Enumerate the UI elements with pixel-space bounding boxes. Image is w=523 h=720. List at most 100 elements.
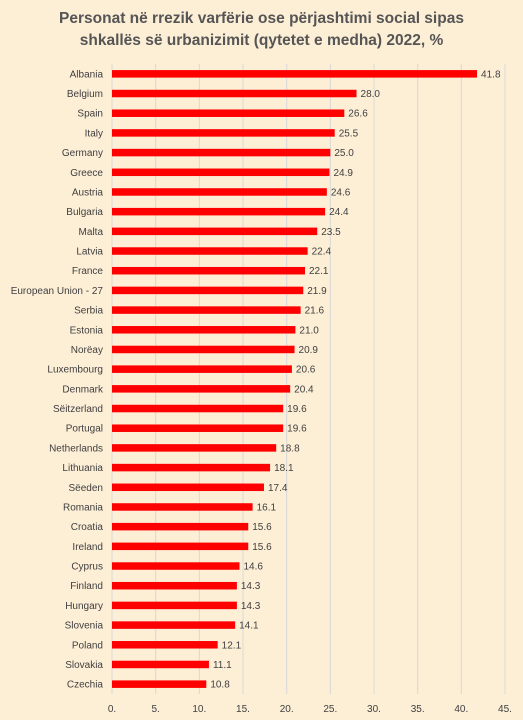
bar [112,345,295,354]
value-label: 24.9 [333,168,353,179]
value-label: 24.4 [329,207,349,218]
bar [112,463,271,472]
value-label: 20.4 [294,384,314,395]
bar [112,404,284,413]
category-label: France [72,266,104,277]
value-label: 25.0 [334,148,354,159]
bar [112,148,331,157]
bar [112,365,292,373]
category-label: Croatia [71,522,104,533]
bar [112,680,207,688]
category-label: Slovakia [65,660,103,671]
bar [112,109,345,117]
value-label: 20.9 [299,345,319,356]
category-label: Cyprus [71,562,103,573]
category-label: Belgium [67,89,103,100]
x-tick-label: 35. [411,704,425,715]
category-label: Bulgaria [66,207,103,218]
bar [112,227,318,236]
value-label: 21.0 [299,325,319,336]
value-label: 14.3 [241,581,261,592]
x-tick-label: 10. [192,704,206,715]
category-label: Romania [63,502,103,513]
value-label: 18.1 [274,463,294,474]
category-label: Slovenia [65,621,104,632]
category-label: Luxembourg [47,365,103,376]
x-tick-label: 45. [498,704,512,715]
x-tick-label: 25. [323,704,337,715]
category-label: Lithuania [62,463,103,474]
x-tick-label: 30. [367,704,381,715]
x-axis-tick-labels: 0. 5. 10. 15. 20. 25. 30. 35. 40. 45. [108,704,512,715]
bar [112,326,296,334]
value-label: 10.8 [210,680,230,691]
value-label: 16.1 [257,502,277,513]
category-label: Poland [72,640,103,651]
value-label: 22.4 [312,247,332,258]
bar [112,444,277,452]
category-label: Albania [70,69,104,80]
category-label: Norëay [71,345,103,356]
category-label: Finland [70,581,103,592]
category-label: Ireland [72,542,103,553]
value-label: 19.6 [287,404,307,415]
x-tick-label: 15. [236,704,250,715]
category-label: Sëeden [69,483,103,494]
bar [112,562,240,570]
category-label: Austria [72,187,104,198]
bar [112,306,301,314]
category-label: Greece [70,168,103,179]
category-label: Latvia [76,247,103,258]
x-tick-label: 0. [108,704,116,715]
value-label: 21.6 [305,306,325,317]
value-labels: 41.8 28.0 26.6 25.5 25.0 24.9 24.6 24.4 23.5 22.4… [210,69,501,690]
category-label: Estonia [70,325,104,336]
bar [112,641,218,649]
bar [112,621,236,629]
bar [112,483,264,492]
bar [112,581,237,590]
bars [112,70,478,688]
bar [112,207,326,216]
chart-title-line-2: shkallës së urbanizimit (qytetet e medha… [79,32,444,49]
category-label: Germany [62,148,103,159]
bar [112,70,478,78]
value-label: 14.1 [239,621,259,632]
value-label: 12.1 [222,640,242,651]
value-label: 14.6 [244,562,264,573]
value-label: 18.8 [280,443,300,454]
value-label: 15.6 [252,522,272,533]
bar [112,503,253,511]
x-tick-label: 40. [454,704,468,715]
value-label: 41.8 [481,69,501,80]
x-tick-label: 5. [151,704,159,715]
category-label: Hungary [65,601,103,612]
value-label: 20.6 [296,365,316,376]
value-label: 17.4 [268,483,288,494]
value-label: 25.5 [339,128,359,139]
category-label: Portugal [66,424,103,435]
value-label: 23.5 [321,227,341,238]
bar [112,522,249,531]
bar [112,266,306,275]
value-label: 26.6 [348,109,368,120]
category-label: Serbia [74,306,103,317]
value-label: 15.6 [252,542,272,553]
bar [112,542,249,551]
category-label: Spain [77,109,103,120]
value-label: 22.1 [309,266,329,277]
gridlines [111,64,506,694]
category-label: Netherlands [49,443,103,454]
chart-title: Personat në rrezik varfërie ose përjasht… [0,8,523,52]
category-label: Czechia [67,680,104,691]
bar [112,601,237,610]
value-label: 21.9 [307,286,327,297]
bar [112,168,330,177]
bar [112,424,284,432]
value-label: 28.0 [361,89,381,100]
bar [112,129,335,137]
bar [112,385,291,393]
bar [112,660,209,669]
category-label: Denmark [62,384,104,395]
value-label: 19.6 [287,424,307,435]
